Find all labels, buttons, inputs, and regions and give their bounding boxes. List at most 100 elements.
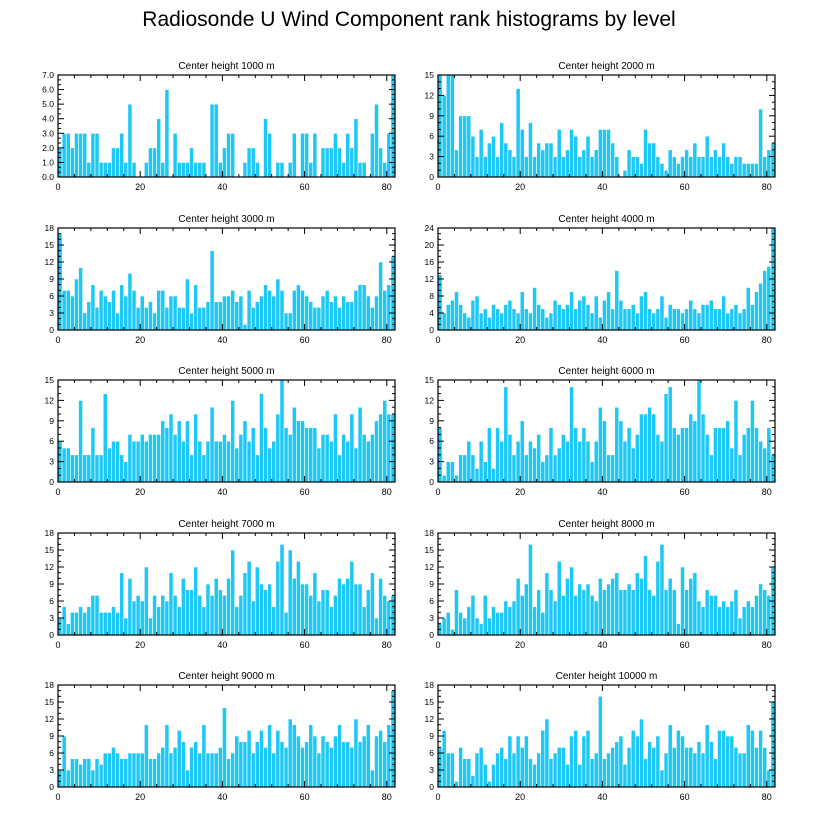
histogram-bar — [176, 162, 182, 178]
histogram-bar — [544, 142, 550, 178]
histogram-bar — [585, 440, 591, 483]
x-tick-label: 80 — [382, 182, 392, 192]
histogram-bar — [544, 316, 550, 331]
histogram-bar — [328, 301, 334, 331]
histogram-bar — [107, 752, 112, 788]
histogram-bar — [90, 284, 96, 331]
histogram-bar — [357, 406, 363, 483]
histogram-bar — [565, 304, 570, 331]
histogram-bar — [254, 566, 260, 636]
histogram-bar — [337, 147, 342, 178]
histogram-bar — [205, 752, 211, 788]
histogram-bar — [287, 718, 293, 788]
y-tick-label: 9 — [429, 579, 434, 589]
histogram-bar — [250, 600, 256, 636]
histogram-bar — [217, 301, 223, 331]
histogram-bar — [470, 775, 476, 788]
histogram-bar — [246, 730, 252, 788]
histogram-bar — [528, 544, 533, 636]
histogram-bar — [139, 600, 145, 636]
histogram-bar — [511, 156, 517, 178]
histogram-bar — [205, 583, 211, 636]
histogram-bar — [445, 304, 451, 331]
histogram-bar — [361, 434, 367, 483]
histogram-bar — [259, 730, 264, 788]
histogram-bar — [639, 295, 644, 331]
histogram-bar — [242, 324, 248, 331]
histogram-bar — [349, 301, 355, 331]
histogram-bar — [499, 440, 505, 483]
histogram-bar — [156, 434, 162, 483]
histogram-bar — [540, 612, 546, 636]
y-tick-label: 2.0 — [42, 143, 54, 153]
histogram-bar — [560, 434, 566, 483]
histogram-bar — [671, 747, 677, 788]
histogram-bar — [168, 752, 174, 788]
histogram-bar — [519, 595, 525, 636]
histogram-bar — [78, 267, 83, 331]
histogram-bar — [378, 413, 383, 483]
histogram-bar — [353, 583, 359, 636]
histogram-bar — [560, 156, 566, 178]
y-tick-label: 9 — [429, 731, 434, 741]
histogram-bar — [676, 730, 681, 788]
x-tick-label: 60 — [680, 640, 690, 650]
histogram-bar — [222, 595, 227, 636]
histogram-bar — [164, 307, 170, 331]
histogram-bar — [680, 427, 685, 483]
histogram-panel-3: Center height 3000 m 0 20 40 60 80 0 3 6 9 12 15 18 — [45, 214, 396, 345]
histogram-bar — [708, 299, 714, 331]
histogram-bar — [519, 747, 525, 788]
histogram-bar — [304, 427, 309, 483]
histogram-bar — [733, 589, 739, 636]
histogram-bar — [704, 724, 710, 788]
histogram-bar — [667, 578, 673, 636]
histogram-bar — [548, 142, 554, 178]
x-tick-label: 20 — [515, 487, 525, 497]
histogram-bar — [503, 758, 509, 788]
histogram-bar — [441, 617, 447, 636]
histogram-bar — [349, 147, 355, 178]
histogram-bar — [357, 741, 363, 788]
histogram-bar — [602, 420, 607, 483]
histogram-bar — [209, 250, 215, 331]
histogram-bar — [770, 701, 776, 788]
histogram-bar — [78, 400, 83, 483]
histogram-bar — [98, 162, 104, 178]
histogram-bar — [65, 769, 71, 788]
y-tick-label: 15 — [45, 545, 55, 555]
x-tick-label: 40 — [597, 182, 607, 192]
histogram-bar — [754, 747, 759, 788]
histogram-bar — [123, 617, 129, 636]
histogram-bar — [651, 595, 657, 636]
histogram-bar — [254, 741, 260, 788]
histogram-bar — [610, 308, 616, 331]
histogram-bar — [651, 312, 657, 331]
histogram-bar — [544, 454, 550, 483]
histogram-bar — [300, 132, 305, 178]
histogram-bar — [296, 561, 301, 636]
histogram-bar — [634, 572, 640, 636]
histogram-bar — [180, 578, 186, 636]
histogram-bar — [614, 572, 620, 636]
histogram-bar — [536, 434, 542, 483]
histogram-bar — [382, 400, 388, 483]
histogram-bar — [589, 595, 595, 636]
histogram-bar — [374, 420, 379, 483]
histogram-bar — [94, 758, 100, 788]
histogram-bar — [721, 142, 726, 178]
histogram-bar — [741, 752, 747, 788]
histogram-bar — [737, 156, 743, 178]
histogram-bar — [626, 427, 632, 483]
histogram-bar — [345, 132, 351, 178]
histogram-bar — [466, 606, 472, 636]
histogram-bar — [86, 301, 92, 331]
histogram-bar — [532, 447, 537, 483]
histogram-bar — [254, 301, 260, 331]
y-tick-label: 9 — [49, 274, 54, 284]
histogram-bar — [684, 308, 690, 331]
y-tick-label: 15 — [45, 375, 55, 385]
histogram-bar — [507, 299, 513, 331]
histogram-bar — [569, 291, 574, 331]
y-tick-label: 6 — [429, 748, 434, 758]
